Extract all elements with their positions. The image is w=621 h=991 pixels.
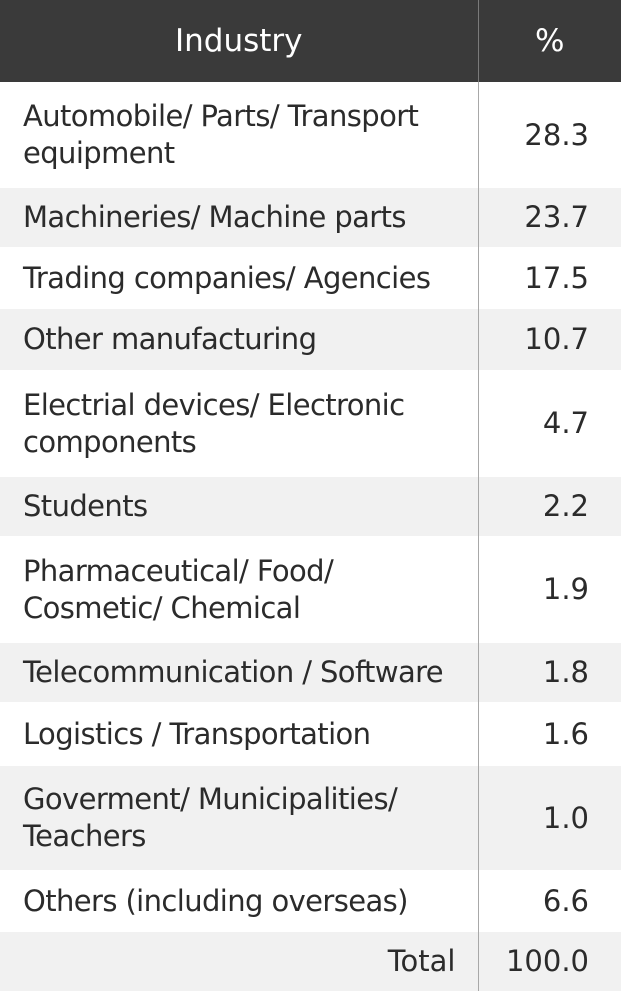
table-row: Automobile/ Parts/ Transport equipment 2… bbox=[0, 82, 621, 188]
industry-cell: Others (including overseas) bbox=[0, 870, 479, 932]
table-row: Logistics / Transportation 1.6 bbox=[0, 702, 621, 766]
total-value: 100.0 bbox=[478, 932, 621, 991]
industry-cell: Automobile/ Parts/ Transport equipment bbox=[0, 82, 479, 188]
percent-cell: 4.7 bbox=[478, 370, 621, 477]
table-row: Trading companies/ Agencies 17.5 bbox=[0, 247, 621, 309]
percent-cell: 2.2 bbox=[478, 477, 621, 536]
column-header-percent: % bbox=[478, 0, 621, 82]
industry-cell: Students bbox=[0, 477, 479, 536]
percent-cell: 1.6 bbox=[478, 702, 621, 766]
industry-cell: Goverment/ Municipalities/ Teachers bbox=[0, 766, 479, 870]
percent-cell: 6.6 bbox=[478, 870, 621, 932]
percent-cell: 10.7 bbox=[478, 309, 621, 370]
table-row: Telecommunication / Software 1.8 bbox=[0, 643, 621, 702]
table-row: Goverment/ Municipalities/ Teachers 1.0 bbox=[0, 766, 621, 870]
table-row: Electrial devices/ Electronic components… bbox=[0, 370, 621, 477]
percent-cell: 23.7 bbox=[478, 188, 621, 247]
industry-cell: Pharmaceutical/ Food/ Cosmetic/ Chemical bbox=[0, 536, 479, 643]
total-row: Total 100.0 bbox=[0, 932, 621, 991]
table-row: Machineries/ Machine parts 23.7 bbox=[0, 188, 621, 247]
table-header: Industry % bbox=[0, 0, 621, 82]
percent-cell: 28.3 bbox=[478, 82, 621, 188]
industry-cell: Other manufacturing bbox=[0, 309, 479, 370]
table-row: Students 2.2 bbox=[0, 477, 621, 536]
table-row: Other manufacturing 10.7 bbox=[0, 309, 621, 370]
percent-cell: 17.5 bbox=[478, 247, 621, 309]
table-row: Others (including overseas) 6.6 bbox=[0, 870, 621, 932]
industry-cell: Machineries/ Machine parts bbox=[0, 188, 479, 247]
total-label: Total bbox=[0, 932, 479, 991]
table-body: Automobile/ Parts/ Transport equipment 2… bbox=[0, 82, 621, 991]
industry-cell: Telecommunication / Software bbox=[0, 643, 479, 702]
percent-cell: 1.8 bbox=[478, 643, 621, 702]
industry-cell: Logistics / Transportation bbox=[0, 702, 479, 766]
percent-cell: 1.0 bbox=[478, 766, 621, 870]
percent-cell: 1.9 bbox=[478, 536, 621, 643]
industry-cell: Trading companies/ Agencies bbox=[0, 247, 479, 309]
industry-cell: Electrial devices/ Electronic components bbox=[0, 370, 479, 477]
table-row: Pharmaceutical/ Food/ Cosmetic/ Chemical… bbox=[0, 536, 621, 643]
column-header-industry: Industry bbox=[0, 0, 479, 82]
